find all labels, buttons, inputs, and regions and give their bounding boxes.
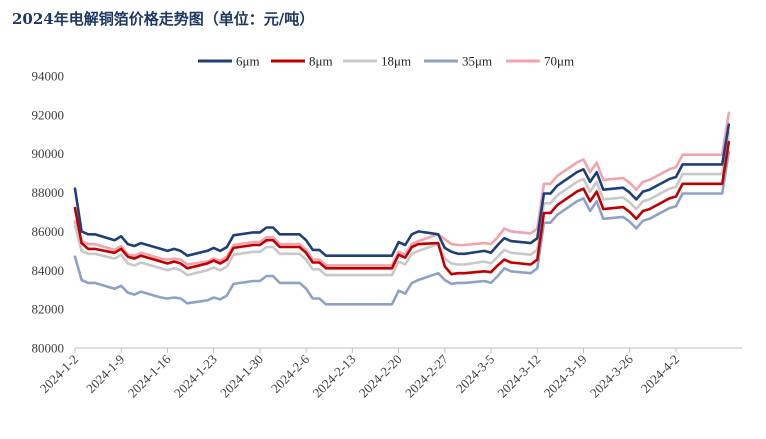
x-tick-label: 2024-1-9 [83, 352, 127, 396]
x-tick-label: 2024-3-19 [541, 352, 590, 401]
x-axis: 2024-1-2 2024-1-92024-1-162024-1-232024-1… [37, 347, 742, 401]
y-tick-label: 82000 [32, 302, 65, 317]
y-tick-label: 94000 [32, 69, 65, 84]
legend-label: 70μm [544, 54, 574, 69]
x-tick-label: 2024-2-6 [268, 351, 313, 396]
legend-label: 18μm [381, 54, 411, 69]
x-tick-label: 2024-3-12 [494, 352, 543, 401]
y-tick-label: 90000 [32, 146, 65, 161]
legend: 6μm 8μm 18μm 35μm 70μm [198, 54, 574, 69]
series-line [73, 140, 731, 276]
x-tick-label: 2024-1-16 [125, 351, 174, 400]
series-lines [73, 111, 731, 306]
legend-label: 8μm [309, 54, 333, 69]
series-line [73, 123, 731, 257]
series-line [73, 131, 731, 277]
y-tick-label: 84000 [32, 263, 65, 278]
series-line [73, 150, 731, 306]
y-tick-label: 92000 [32, 107, 65, 122]
legend-label: 35μm [462, 54, 492, 69]
series-line [73, 111, 731, 267]
x-tick-label: 2024-1-23 [171, 352, 220, 401]
x-tick-label: 2024-1-2 [37, 352, 81, 396]
y-axis: 80000 82000 84000 86000 88000 90000 92000 94000 [32, 69, 65, 356]
x-tick-label: 2024-2-13 [310, 352, 359, 401]
x-tick-label: 2024-2-27 [402, 351, 451, 400]
x-tick-label: 2024-2-20 [356, 352, 405, 401]
y-tick-label: 80000 [32, 341, 65, 356]
y-tick-label: 88000 [32, 185, 65, 200]
y-tick-label: 86000 [32, 224, 65, 239]
x-tick-label: 2024-3-5 [453, 352, 497, 396]
chart-title: 2024年电解铜箔价格走势图（单位：元/吨） [12, 10, 314, 28]
x-tick-label: 2024-4-2 [638, 352, 682, 396]
x-tick-label: 2024-3-26 [587, 351, 636, 400]
x-tick-label: 2024-1-30 [217, 352, 266, 401]
legend-label: 6μm [236, 54, 260, 69]
